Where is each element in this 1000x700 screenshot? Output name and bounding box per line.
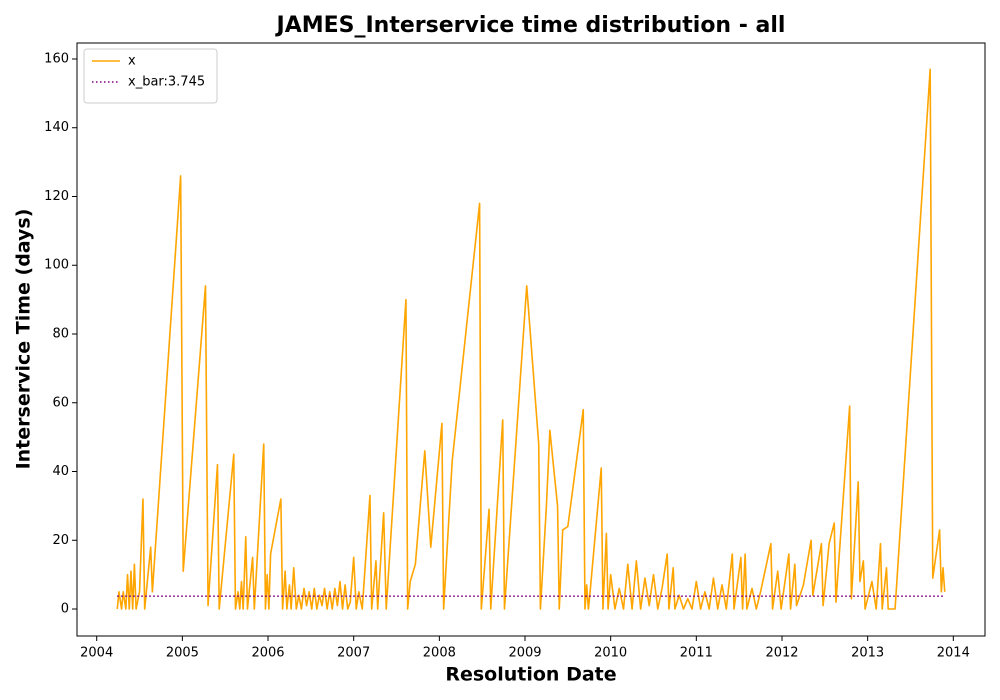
x-tick-label: 2008 <box>423 646 456 661</box>
y-axis-label: Interservice Time (days) <box>13 209 35 470</box>
x-tick-label: 2009 <box>508 646 541 661</box>
x-tick-label: 2007 <box>337 646 370 661</box>
x-tick-label: 2006 <box>251 646 284 661</box>
x-tick-label: 2005 <box>166 646 199 661</box>
y-tick-label: 120 <box>44 189 69 204</box>
x-tick-label: 2013 <box>851 646 884 661</box>
legend-label: x <box>128 54 136 69</box>
data-line <box>116 68 946 610</box>
y-tick-label: 100 <box>44 258 69 273</box>
plot-frame <box>76 42 986 637</box>
y-tick-label: 20 <box>52 533 69 548</box>
x-tick-label: 2004 <box>80 646 113 661</box>
legend-box <box>83 48 218 104</box>
y-tick-label: 40 <box>52 464 69 479</box>
y-tick-label: 0 <box>61 602 69 617</box>
chart-title: JAMES_Interservice time distribution - a… <box>275 13 786 38</box>
x-tick-label: 2014 <box>937 646 970 661</box>
y-tick-label: 60 <box>52 395 69 410</box>
y-tick-label: 160 <box>44 51 69 66</box>
x-tick-label: 2012 <box>765 646 798 661</box>
y-tick-label: 80 <box>52 326 69 341</box>
x-axis-label: Resolution Date <box>445 664 616 686</box>
x-tick-label: 2010 <box>594 646 627 661</box>
y-tick-label: 140 <box>44 120 69 135</box>
x-tick-label: 2011 <box>680 646 713 661</box>
legend-label: x_bar:3.745 <box>128 75 205 90</box>
